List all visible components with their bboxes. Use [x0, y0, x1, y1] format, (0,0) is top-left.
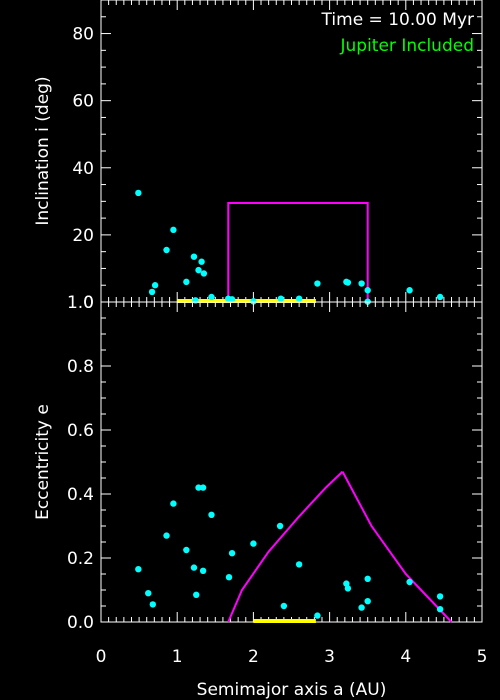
data-point	[344, 585, 352, 592]
data-point	[208, 511, 215, 518]
y-tick-label: 0.8	[67, 357, 94, 377]
data-point	[250, 540, 257, 547]
data-point	[364, 287, 371, 294]
data-point	[358, 604, 365, 611]
data-point	[344, 279, 352, 286]
x-tick-label: 1	[172, 647, 183, 667]
y-axis-label: Inclination i (deg)	[33, 76, 53, 225]
x-axis-label: Semimajor axis a (AU)	[197, 680, 387, 700]
data-point	[406, 578, 413, 586]
time-annotation: Time = 10.00 Myr	[321, 10, 474, 30]
data-point	[195, 484, 202, 491]
region-boundary-line	[227, 470, 344, 623]
data-point	[151, 282, 159, 289]
jupiter-annotation: Jupiter Included	[340, 36, 475, 56]
data-point	[145, 590, 152, 597]
data-point	[163, 532, 170, 539]
data-point	[295, 561, 303, 568]
y-axis-label: Eccentricity e	[33, 404, 53, 520]
data-point	[436, 593, 444, 600]
y-tick-label: 0.2	[67, 549, 94, 569]
x-tick-label: 4	[400, 647, 411, 667]
data-point	[364, 598, 371, 605]
data-point	[198, 258, 205, 265]
data-point	[343, 580, 350, 587]
x-tick-label: 3	[324, 647, 335, 667]
data-point	[149, 601, 157, 608]
data-point	[225, 574, 233, 581]
data-point	[183, 546, 190, 554]
data-point	[280, 602, 288, 610]
inclination-panel: 0 20 40 60 80 Inclination i (deg) Time = 10.00…	[33, 0, 483, 313]
data-point	[358, 280, 365, 287]
y-tick-label: 0.6	[67, 421, 94, 441]
y-tick-label: 0	[83, 293, 94, 313]
data-point	[135, 189, 142, 197]
data-point	[208, 293, 215, 301]
y-tick-label: 1.0	[67, 293, 94, 313]
data-point	[163, 246, 170, 254]
data-point	[148, 288, 156, 296]
data-point	[406, 287, 413, 294]
data-point	[364, 575, 371, 582]
data-point	[192, 297, 199, 304]
y-tick-label: 40	[72, 159, 94, 179]
data-point	[199, 484, 207, 491]
region-boundary-line	[341, 471, 453, 623]
data-point	[228, 296, 236, 303]
data-point	[276, 522, 284, 530]
y-tick-label: 60	[72, 92, 94, 112]
data-point	[314, 280, 321, 287]
x-tick-label: 2	[248, 647, 259, 667]
data-point	[436, 293, 444, 301]
data-point	[228, 550, 236, 557]
data-point	[193, 591, 200, 598]
data-point	[135, 566, 142, 573]
data-point	[200, 270, 208, 277]
data-point	[183, 278, 190, 286]
data-point	[195, 266, 202, 274]
data-point	[436, 606, 444, 613]
data-point	[199, 567, 207, 574]
y-tick-label: 80	[72, 25, 94, 45]
data-point	[190, 253, 198, 260]
x-tick-label: 0	[96, 647, 107, 667]
data-point	[190, 564, 198, 571]
y-tick-label: 20	[72, 226, 94, 246]
y-tick-label: 0.4	[67, 485, 94, 505]
data-point	[250, 298, 257, 305]
data-point	[314, 612, 321, 619]
region-boundary-line	[227, 202, 369, 302]
data-point	[277, 295, 285, 302]
data-point	[295, 295, 303, 302]
data-point	[170, 226, 177, 234]
y-tick-label: 0.0	[67, 613, 94, 633]
x-tick-label: 5	[477, 647, 488, 667]
data-point	[170, 500, 177, 507]
